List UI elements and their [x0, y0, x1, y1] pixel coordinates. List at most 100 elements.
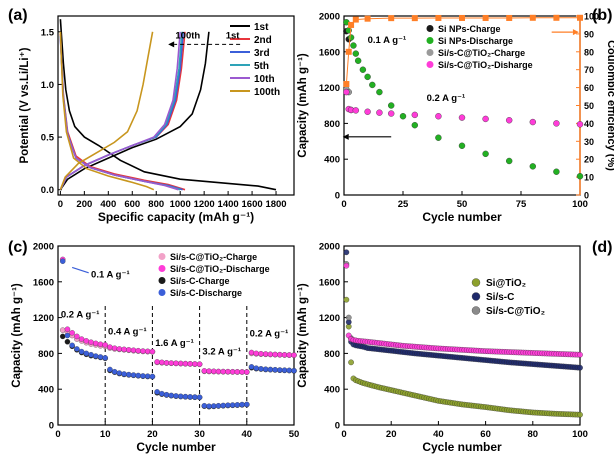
- legend-swatch: [158, 253, 166, 260]
- data-point: [343, 262, 350, 269]
- data-point: [577, 411, 583, 418]
- x-tick-label: 0: [341, 429, 346, 440]
- y-tick-label: 1600: [319, 277, 340, 288]
- x-tick-label: 10: [100, 429, 111, 440]
- data-point: [253, 350, 259, 357]
- data-point: [107, 366, 113, 373]
- data-point: [286, 367, 293, 374]
- data-point: [248, 364, 255, 370]
- data-point: [154, 359, 160, 365]
- data-point: [78, 348, 85, 355]
- data-point: [348, 21, 355, 28]
- x-axis-title: Specific capacity (mAh g⁻¹): [98, 210, 254, 224]
- data-point: [196, 394, 203, 401]
- data-point: [411, 15, 418, 22]
- x-tick-label: 60: [480, 429, 491, 440]
- legend-label: Si/s-C@TiO₂-Charge: [438, 48, 525, 58]
- series-2nd: [59, 31, 186, 191]
- y-right-tick-label: 50: [584, 101, 594, 111]
- annotation-arrowhead: [168, 41, 175, 48]
- data-point: [107, 344, 113, 350]
- data-point: [411, 111, 418, 119]
- x-tick-label: 0: [341, 199, 346, 210]
- x-tick-label: 800: [148, 199, 164, 210]
- data-point: [376, 88, 383, 96]
- data-point: [347, 34, 355, 41]
- data-point: [281, 367, 288, 373]
- y-tick-label: 800: [38, 349, 54, 360]
- legend-label: 3rd: [254, 48, 270, 59]
- data-point: [229, 402, 236, 408]
- charge-curve-2nd: [59, 31, 186, 191]
- legend-label: 1st: [254, 22, 269, 33]
- x-tick-label: 200: [76, 199, 92, 210]
- data-point: [206, 403, 212, 409]
- legend-swatch: [471, 306, 481, 315]
- data-point: [482, 115, 489, 123]
- data-point: [225, 402, 231, 408]
- annotation-label-100th: 100th: [175, 30, 200, 41]
- series-10th: [59, 31, 181, 191]
- data-point: [126, 371, 132, 378]
- data-point: [343, 296, 350, 303]
- y-tick-label: 1200: [33, 313, 54, 324]
- y-tick-label: 1.0: [41, 80, 54, 91]
- series-Si/s-C-Discharge: [59, 258, 297, 409]
- y-right-tick-label: 70: [584, 65, 594, 75]
- data-point: [192, 394, 198, 400]
- data-point: [59, 327, 66, 333]
- data-point: [64, 326, 71, 332]
- x-tick-label: 400: [100, 199, 116, 210]
- legend-label: Si/s-C@TiO₂-Charge: [170, 252, 257, 262]
- series-100th: [59, 31, 155, 191]
- data-point: [258, 366, 264, 372]
- x-tick-label: 100: [572, 429, 588, 440]
- rate-label: 0.4 A g⁻¹: [108, 327, 147, 338]
- data-point: [286, 352, 293, 358]
- data-point: [168, 360, 175, 366]
- x-tick-label: 100: [572, 199, 588, 210]
- data-point: [126, 347, 132, 353]
- data-point: [159, 390, 165, 397]
- legend-swatch: [426, 25, 434, 32]
- y-axis-title: Capacity (mAh g⁻¹): [11, 283, 23, 388]
- charge-curve-3rd: [59, 31, 184, 191]
- data-point: [102, 355, 108, 361]
- y-axis-title: Capacity (mAh g⁻¹): [297, 53, 309, 158]
- data-point: [272, 367, 278, 373]
- x-tick-label: 0: [55, 429, 60, 440]
- data-point: [135, 372, 141, 379]
- series-Si@TiO₂: [343, 296, 583, 418]
- x-tick-label: 1800: [265, 199, 286, 210]
- x-tick-label: 40: [242, 429, 253, 440]
- data-point: [130, 347, 137, 354]
- data-point: [201, 403, 208, 409]
- data-point: [348, 359, 354, 366]
- data-point: [577, 364, 583, 371]
- data-point: [364, 73, 371, 81]
- y-tick-label: 800: [324, 119, 340, 130]
- data-point: [93, 340, 99, 347]
- data-point: [506, 157, 513, 165]
- y-tick-label: 1200: [319, 83, 340, 94]
- x-tick-label: 0: [58, 199, 63, 210]
- data-point: [376, 109, 383, 116]
- data-point: [121, 346, 127, 353]
- data-point: [59, 333, 66, 340]
- legend-swatch: [426, 37, 434, 44]
- data-point: [234, 402, 241, 408]
- y-right-axis-title: Coulombic efficiency (%): [605, 40, 614, 171]
- data-point: [177, 360, 184, 367]
- data-point: [111, 345, 118, 351]
- data-point: [482, 14, 489, 21]
- data-point: [220, 402, 226, 409]
- data-point: [267, 366, 274, 373]
- x-tick-label: 75: [516, 199, 527, 210]
- y-tick-label: 2000: [319, 12, 340, 23]
- data-point: [352, 16, 359, 23]
- x-tick-label: 20: [386, 429, 397, 440]
- rate-label: 0.2 A g⁻¹: [250, 328, 289, 339]
